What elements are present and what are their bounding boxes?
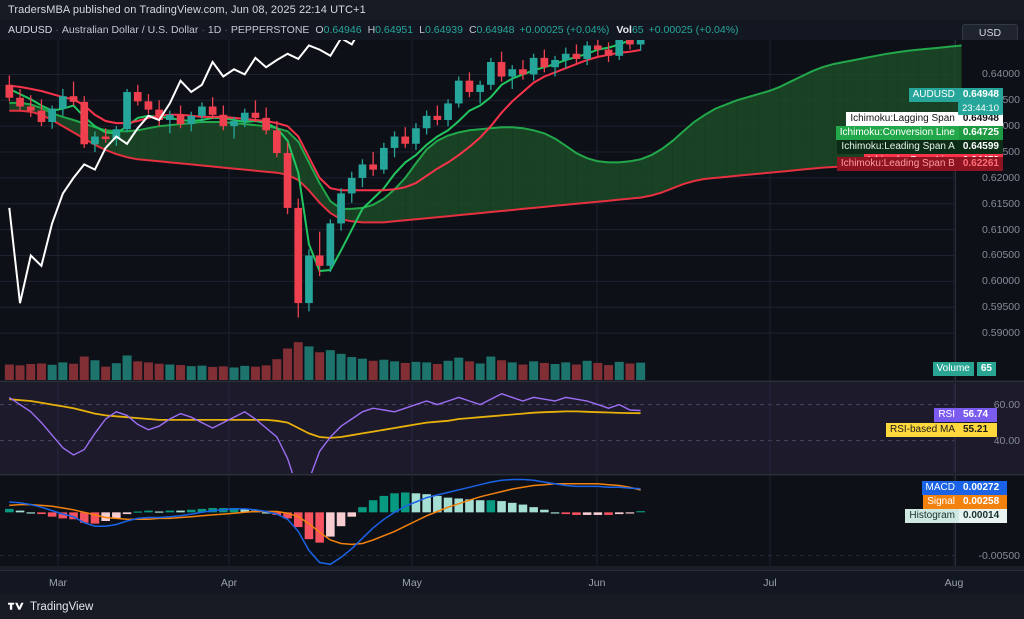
footer: TradingView <box>0 594 1024 619</box>
macd-tick-label: -0.00500 <box>978 549 1020 562</box>
legend-pill-volume[interactable]: Volume 65 <box>932 362 996 376</box>
rsi-pane[interactable]: 60.00 40.00 RSI 56.74 RSI-based MA 55.21 <box>0 383 1024 473</box>
chart-area: 0.59000 0.59500 0.60000 0.60500 0.61000 0.615… <box>0 40 1024 570</box>
tradingview-brand: TradingView <box>30 600 94 613</box>
price-axis-divider <box>955 40 956 380</box>
legend-name: RSI <box>934 408 959 422</box>
countdown-label: 23:44:10 <box>958 102 1003 115</box>
low-key: L <box>419 24 425 36</box>
rsi-plot <box>0 383 955 473</box>
price-tick-label: 0.60500 <box>982 249 1020 262</box>
legend-value: 55.21 <box>959 423 997 437</box>
legend-pill-lag[interactable]: Ichimoku:Lagging Span 0.64948 <box>846 112 1003 126</box>
symbol-header: AUDUSD · Australian Dollar / U.S. Dollar… <box>0 20 1024 40</box>
legend-value: 0.62261 <box>958 157 1003 172</box>
legend-pill-spanB[interactable]: Ichimoku:Leading Span B 0.62261 <box>836 157 1003 172</box>
legend-name: MACD <box>921 481 959 495</box>
price-tick-label: 0.60000 <box>982 275 1020 288</box>
legend-name: AUDUSD <box>908 88 959 102</box>
legend-name: RSI-based MA <box>885 423 959 437</box>
legend-value: 65 <box>976 362 996 376</box>
high-value: 0.64951 <box>375 24 414 36</box>
legend-pill-rsi[interactable]: RSI 56.74 <box>934 408 997 422</box>
symbol-description: Australian Dollar / U.S. Dollar <box>61 24 199 36</box>
price-pane[interactable]: 0.59000 0.59500 0.60000 0.60500 0.61000 0.615… <box>0 40 1024 380</box>
close-value: 0.64948 <box>476 24 515 36</box>
rsi-tick-label: 40.00 <box>993 434 1020 447</box>
volume-key: Vol <box>616 24 632 36</box>
volume-value: 65 <box>631 24 644 36</box>
price-tick-label: 0.61000 <box>982 223 1020 236</box>
header-separator-2: · <box>201 24 205 36</box>
time-tick-label: May <box>402 577 422 589</box>
legend-value: 0.00014 <box>959 509 1007 523</box>
legend-name: Ichimoku:Conversion Line <box>835 126 959 140</box>
publisher-text: TradersMBA published on TradingView.com,… <box>8 4 366 16</box>
open-key: O <box>315 24 324 36</box>
legend-pill-conv[interactable]: Ichimoku:Conversion Line 0.64725 <box>835 126 1003 140</box>
price-tick-label: 0.64000 <box>982 68 1020 81</box>
header-separator-3: · <box>224 24 228 36</box>
close-key: C <box>468 24 477 36</box>
time-tick-label: Jun <box>588 577 606 589</box>
price-tick-label: 0.59000 <box>982 327 1020 340</box>
legend-value: 0.64948 <box>958 88 1003 102</box>
legend-value: 0.00272 <box>959 481 1007 495</box>
high-key: H <box>367 24 376 36</box>
legend-value: 0.64725 <box>958 126 1003 140</box>
legend-value: 0.64948 <box>958 112 1003 126</box>
macd-pane[interactable]: -0.00500 MACD 0.00272 Signal 0.00258 Histogr… <box>0 476 1024 566</box>
legend-pill-rsima[interactable]: RSI-based MA 55.21 <box>885 423 997 437</box>
legend-name: Ichimoku:Leading Span A <box>837 140 959 154</box>
header-separator-1: · <box>55 24 59 36</box>
pane-separator-1[interactable] <box>0 381 1024 382</box>
time-tick-label: Apr <box>220 577 238 589</box>
rsi-tick-label: 60.00 <box>993 398 1020 411</box>
legend-name: Ichimoku:Lagging Span <box>846 112 959 126</box>
legend-value: 56.74 <box>959 408 997 422</box>
price-plot <box>0 40 962 380</box>
time-axis[interactable]: Mar Apr May Jun Jul Aug <box>0 570 1024 594</box>
price-tick-label: 0.62000 <box>982 171 1020 184</box>
symbol-ticker[interactable]: AUDUSD <box>8 24 53 36</box>
legend-name: Histogram <box>905 509 959 523</box>
legend-pill-macd[interactable]: MACD 0.00272 <box>921 481 1007 495</box>
time-tick-label: Mar <box>48 577 68 589</box>
legend-name: Volume <box>932 362 974 376</box>
price-change: +0.00025 (+0.04%) <box>519 24 610 36</box>
tradingview-logo-icon <box>8 602 24 610</box>
legend-pill-hist[interactable]: Histogram 0.00014 <box>905 509 1007 523</box>
volume-change: +0.00025 (+0.04%) <box>648 24 739 36</box>
symbol-exchange: PEPPERSTONE <box>230 24 310 36</box>
symbol-interval[interactable]: 1D <box>207 24 222 36</box>
legend-pill-audusd[interactable]: AUDUSD 0.64948 <box>908 88 1003 102</box>
legend-pill-spanA[interactable]: Ichimoku:Leading Span A 0.64599 <box>837 140 1003 154</box>
currency-button-label: USD <box>978 27 1002 39</box>
price-tick-label: 0.61500 <box>982 197 1020 210</box>
legend-name: Signal <box>923 495 959 509</box>
publisher-strip: TradersMBA published on TradingView.com,… <box>0 0 1024 20</box>
pane-separator-2[interactable] <box>0 474 1024 475</box>
low-value: 0.64939 <box>424 24 463 36</box>
price-tick-label: 0.59500 <box>982 301 1020 314</box>
macd-plot <box>0 476 955 566</box>
legend-value: 0.64599 <box>958 140 1003 154</box>
currency-button[interactable]: USD <box>962 24 1018 42</box>
time-tick-label: Jul <box>763 577 777 589</box>
legend-name: Ichimoku:Leading Span B <box>836 157 959 172</box>
time-tick-label: Aug <box>944 577 964 589</box>
legend-pill-signal[interactable]: Signal 0.00258 <box>923 495 1007 509</box>
legend-value: 0.00258 <box>959 495 1007 509</box>
open-value: 0.64946 <box>323 24 362 36</box>
